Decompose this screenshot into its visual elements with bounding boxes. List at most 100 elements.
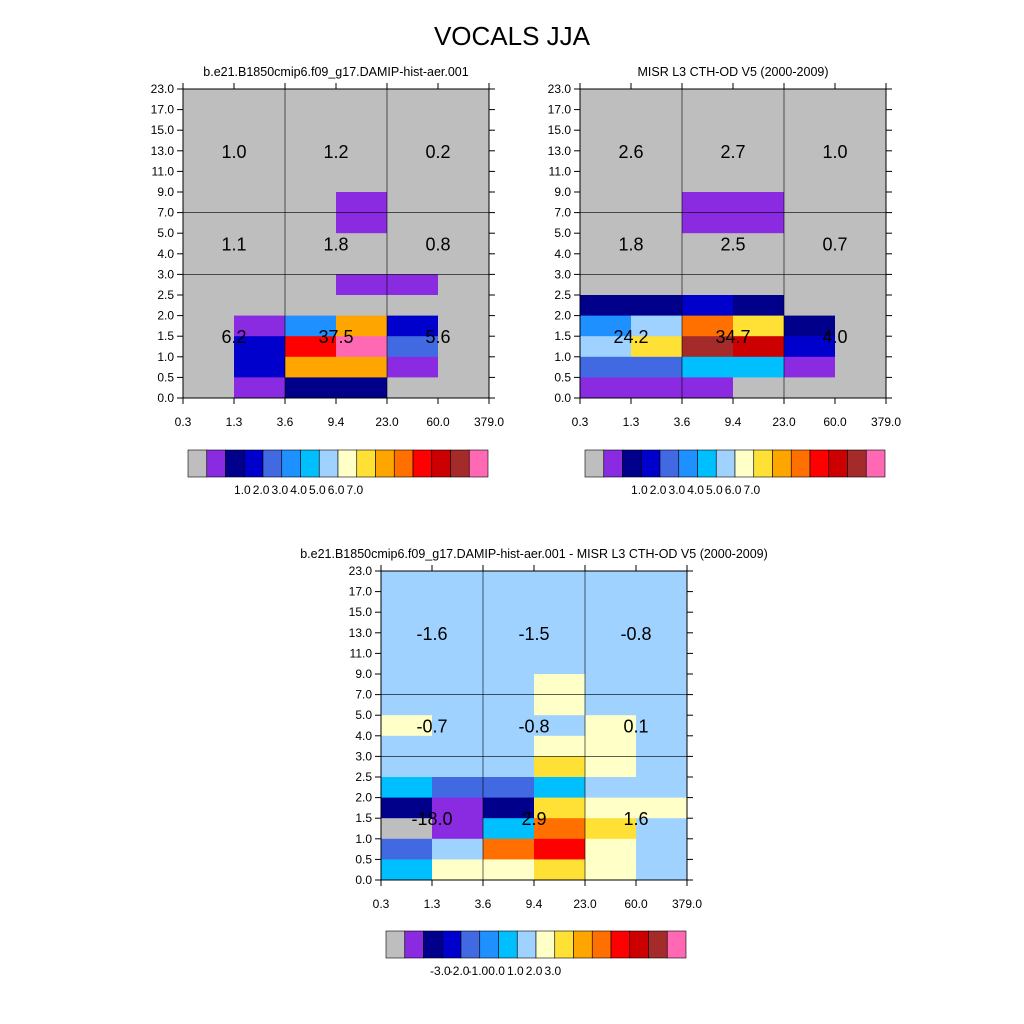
heatmap-cell xyxy=(336,150,388,172)
heatmap-cell xyxy=(585,571,637,593)
y-tick-label: 23.0 xyxy=(349,564,373,578)
heatmap-cell xyxy=(432,612,484,634)
heatmap-cell xyxy=(534,797,586,819)
heatmap-cell xyxy=(234,233,286,255)
panels: b.e21.B1850cmip6.f09_g17.DAMIP-hist-aer.… xyxy=(151,65,902,978)
heatmap-cell xyxy=(285,356,337,378)
y-tick-label: 15.0 xyxy=(349,605,373,619)
heatmap-cell xyxy=(432,735,484,757)
heatmap-cell xyxy=(387,315,439,337)
heatmap-cell xyxy=(784,171,836,193)
y-tick-label: 2.0 xyxy=(157,309,174,323)
heatmap-cell xyxy=(336,171,388,193)
heatmap-cell xyxy=(483,715,535,737)
heatmap-cell xyxy=(483,797,535,819)
y-tick-label: 23.0 xyxy=(548,82,572,96)
heatmap-cell xyxy=(733,212,785,234)
heatmap-cell xyxy=(285,377,337,399)
group-value-label: -18.0 xyxy=(411,809,452,829)
y-tick-label: 2.0 xyxy=(554,309,571,323)
heatmap-cell xyxy=(285,192,337,214)
x-tick-label: 3.6 xyxy=(475,897,492,911)
heatmap-cell xyxy=(585,715,637,737)
colorbar-box xyxy=(337,449,358,478)
heatmap-cell xyxy=(387,109,439,131)
heatmap-cell xyxy=(285,109,337,131)
heatmap-cell xyxy=(631,253,683,275)
heatmap-cell xyxy=(234,171,286,193)
heatmap-cell xyxy=(438,150,490,172)
heatmap-cell xyxy=(733,336,785,358)
heatmap-cell xyxy=(336,356,388,378)
heatmap-cell xyxy=(784,109,836,131)
heatmap-cell xyxy=(835,356,887,378)
heatmap-cell xyxy=(438,130,490,152)
heatmap-cell xyxy=(835,295,887,317)
heatmap-cell xyxy=(631,274,683,296)
heatmap-cell xyxy=(682,356,734,378)
heatmap-cell xyxy=(733,89,785,111)
heatmap-cell xyxy=(636,818,688,840)
y-tick-label: 13.0 xyxy=(349,626,373,640)
heatmap-cell xyxy=(585,777,637,799)
heatmap-cell xyxy=(483,818,535,840)
heatmap-cell xyxy=(336,377,388,399)
y-tick-label: 3.0 xyxy=(157,267,174,281)
heatmap-cell xyxy=(682,336,734,358)
heatmap-cell xyxy=(234,192,286,214)
x-tick-label: 0.3 xyxy=(373,897,390,911)
heatmap-cell xyxy=(580,89,632,111)
heatmap-cell xyxy=(585,653,637,675)
y-tick-label: 5.0 xyxy=(157,226,174,240)
heatmap-cell xyxy=(682,377,734,399)
y-tick-label: 9.0 xyxy=(355,667,372,681)
x-tick-label: 60.0 xyxy=(823,415,847,429)
group-value-label: 24.2 xyxy=(613,327,648,347)
group-value-label: 1.2 xyxy=(323,142,348,162)
panel-title: b.e21.B1850cmip6.f09_g17.DAMIP-hist-aer.… xyxy=(203,65,468,79)
x-tick-label: 3.6 xyxy=(674,415,691,429)
heatmap-cell xyxy=(580,171,632,193)
y-tick-label: 0.5 xyxy=(554,370,571,384)
heatmap-cell xyxy=(835,233,887,255)
heatmap-cell xyxy=(483,838,535,860)
heatmap-cell xyxy=(682,109,734,131)
y-tick-label: 5.0 xyxy=(554,226,571,240)
heatmap-cell xyxy=(438,212,490,234)
heatmap-cell xyxy=(682,253,734,275)
heatmap-cell xyxy=(381,838,433,860)
panel-3: b.e21.B1850cmip6.f09_g17.DAMIP-hist-aer.… xyxy=(300,547,768,978)
heatmap-cell xyxy=(534,859,586,881)
colorbar-box xyxy=(640,449,661,478)
y-tick-label: 1.0 xyxy=(554,350,571,364)
x-tick-label: 9.4 xyxy=(328,415,345,429)
heatmap-cell xyxy=(432,859,484,881)
heatmap-cell xyxy=(580,212,632,234)
group-value-label: 1.0 xyxy=(822,142,847,162)
heatmap-cell xyxy=(285,315,337,337)
heatmap-cell xyxy=(585,818,637,840)
heatmap-cell xyxy=(631,233,683,255)
heatmap-cell xyxy=(534,756,586,778)
y-tick-label: 11.0 xyxy=(350,646,373,660)
colorbar-box xyxy=(734,449,755,478)
heatmap-cell xyxy=(784,192,836,214)
group-value-label: -1.6 xyxy=(416,624,447,644)
heatmap-cell xyxy=(682,171,734,193)
colorbar-box xyxy=(603,449,623,478)
heatmap-cell xyxy=(234,109,286,131)
heatmap-cell xyxy=(387,130,439,152)
x-tick-label: 60.0 xyxy=(624,897,648,911)
heatmap-cell xyxy=(381,777,433,799)
heatmap-cell xyxy=(234,315,286,337)
heatmap-cell xyxy=(835,377,887,399)
y-tick-label: 15.0 xyxy=(151,123,175,137)
heatmap-cell xyxy=(483,694,535,716)
heatmap-cell xyxy=(381,674,433,696)
y-tick-label: 9.0 xyxy=(554,185,571,199)
heatmap-cell xyxy=(336,130,388,152)
colorbar-box xyxy=(535,930,556,959)
y-tick-label: 0.0 xyxy=(554,391,571,405)
heatmap-cell xyxy=(183,212,235,234)
heatmap-cell xyxy=(636,694,688,716)
